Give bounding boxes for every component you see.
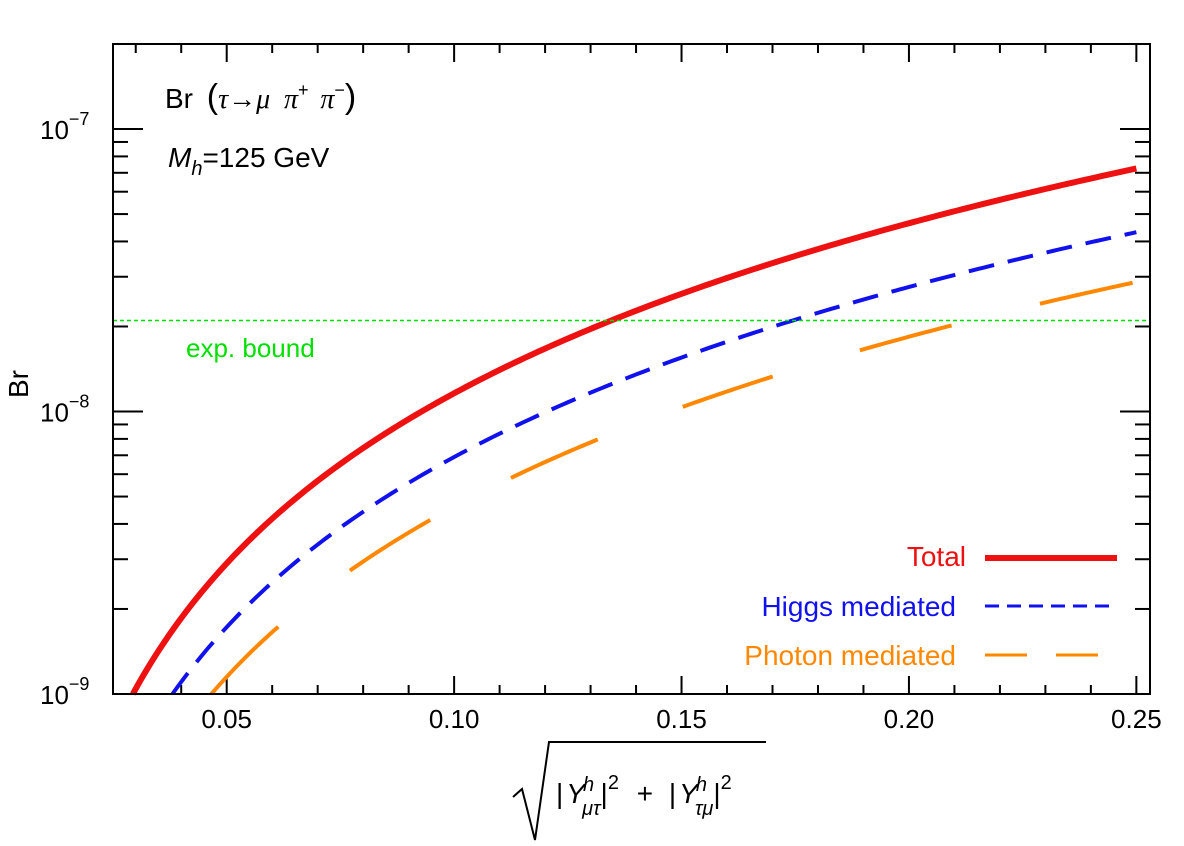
legend-label-higgs: Higgs mediated	[761, 591, 956, 622]
legend: Total Higgs mediated Photon mediated	[744, 541, 1117, 671]
x-axis-label: | Yh μτ|2 + | Yh τμ|2	[512, 741, 766, 841]
process-annotation: Br (τ→μ π+ π−)	[165, 71, 356, 116]
x-tick-label: 0.20	[884, 704, 935, 734]
series-curves	[130, 165, 1137, 696]
series-line-higgs-mediated	[170, 230, 1137, 696]
x-tick-label: 0.05	[201, 704, 252, 734]
x-tick-label: 0.15	[656, 704, 707, 734]
sqrt-sign	[512, 741, 766, 841]
y-tick-label: 10−8	[40, 392, 89, 428]
mass-annotation: Mh=125 GeV	[168, 142, 330, 180]
legend-label-photon: Photon mediated	[744, 640, 956, 671]
y-axis-label: Br	[3, 370, 34, 398]
y-tick-label: 10−7	[40, 109, 89, 145]
legend-label-total: Total	[907, 541, 966, 572]
series-line-total	[130, 165, 1137, 696]
x-tick-label: 0.25	[1111, 704, 1162, 734]
x-tick-label: 0.10	[429, 704, 480, 734]
plot-frame	[112, 43, 1151, 695]
y-tick-label: 10−9	[40, 674, 89, 710]
series-line-photon-mediated	[209, 280, 1137, 696]
exp-bound-label: exp. bound	[186, 333, 315, 363]
axis-ticks: 0.05 0.10 0.15 0.20 0.25 10−9 10−8 10−7	[40, 43, 1162, 734]
